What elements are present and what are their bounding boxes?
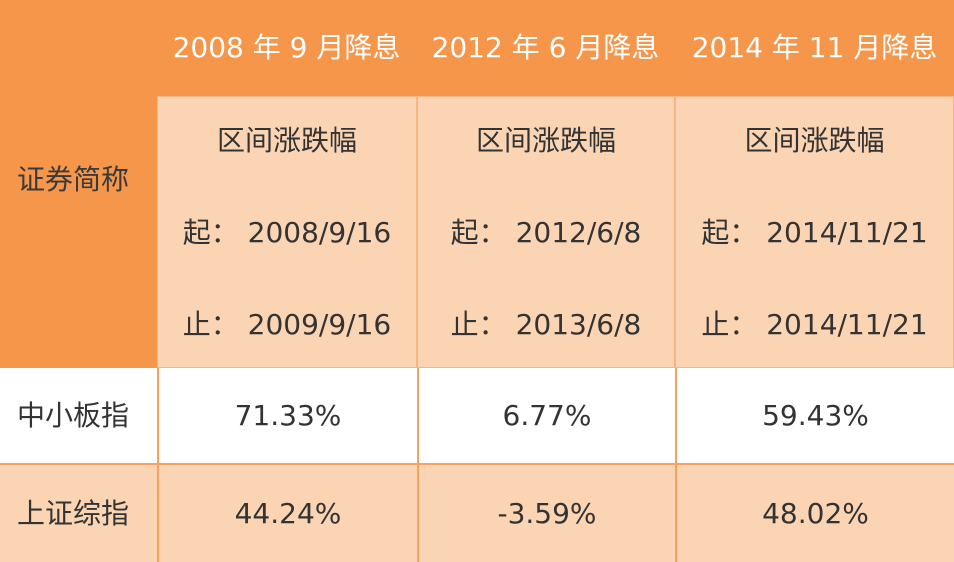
end-date: 止： 2009/9/16 xyxy=(182,308,392,341)
start-date: 起： 2014/11/21 xyxy=(701,216,928,249)
period-subheader-3: 区间涨跌幅 起： 2014/11/21 止： 2014/11/21 xyxy=(675,96,954,368)
corner-label: 证券简称 xyxy=(17,163,130,196)
period-title-3: 2014 年 11 月降息 xyxy=(675,0,954,96)
period-subheader-2: 区间涨跌幅 起： 2012/6/8 止： 2013/6/8 xyxy=(417,96,675,368)
end-date: 止： 2014/11/21 xyxy=(701,308,928,341)
range-label: 区间涨跌幅 xyxy=(475,124,616,157)
table-cell: 6.77% xyxy=(417,368,675,465)
range-label: 区间涨跌幅 xyxy=(216,124,357,157)
period-title-1: 2008 年 9 月降息 xyxy=(157,0,417,96)
start-date: 起： 2012/6/8 xyxy=(450,216,642,249)
period-subheader-1: 区间涨跌幅 起： 2008/9/16 止： 2009/9/16 xyxy=(157,96,417,368)
end-date: 止： 2013/6/8 xyxy=(450,308,642,341)
table-cell: 48.02% xyxy=(675,465,954,562)
table-cell: 71.33% xyxy=(157,368,417,465)
start-date: 起： 2008/9/16 xyxy=(182,216,392,249)
period-title-2: 2012 年 6 月降息 xyxy=(417,0,675,96)
table-cell: 59.43% xyxy=(675,368,954,465)
table-cell: -3.59% xyxy=(417,465,675,562)
row-label-sse-composite: 上证综指 xyxy=(0,465,157,562)
range-label: 区间涨跌幅 xyxy=(744,124,885,157)
row-label-sme-index: 中小板指 xyxy=(0,368,157,465)
corner-header: 证券简称 xyxy=(0,0,157,368)
table-cell: 44.24% xyxy=(157,465,417,562)
